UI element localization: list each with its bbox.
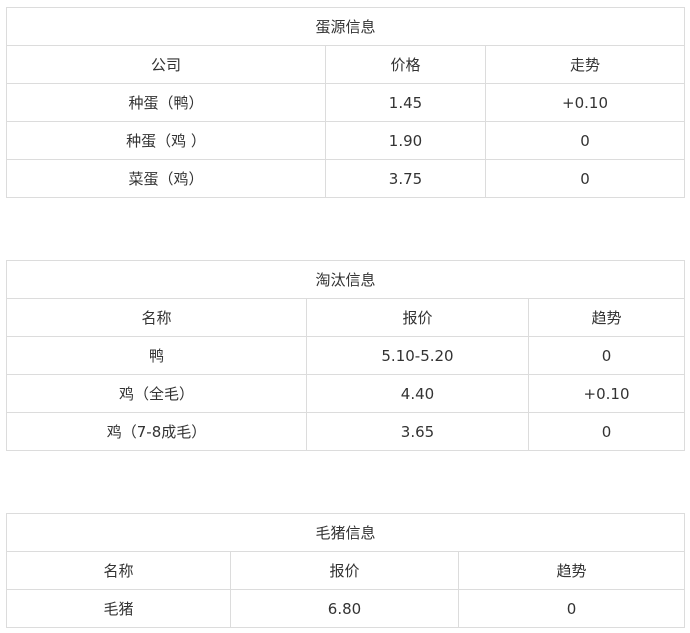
column-header: 走势 [484, 45, 686, 84]
cell-price: 5.10-5.20 [306, 336, 529, 375]
table-row: 毛猪 6.80 0 [6, 589, 686, 628]
cell-name: 毛猪 [6, 589, 231, 628]
egg-source-table: 蛋源信息 公司 价格 走势 种蛋（鸭） 1.45 +0.10 种蛋（鸡 ） 1.… [5, 7, 686, 198]
cell-price: 6.80 [230, 589, 459, 628]
column-header: 报价 [306, 298, 529, 337]
table-row: 种蛋（鸡 ） 1.90 0 [6, 121, 686, 160]
cell-trend: 0 [527, 336, 686, 375]
cell-price: 3.75 [325, 159, 486, 198]
column-header: 名称 [6, 298, 307, 337]
cell-trend: 0 [457, 589, 686, 628]
column-header: 公司 [6, 45, 326, 84]
cell-name: 菜蛋（鸡） [6, 159, 326, 198]
cell-name: 鸡（全毛） [6, 374, 307, 413]
culled-poultry-table: 淘汰信息 名称 报价 趋势 鸭 5.10-5.20 0 鸡（全毛） 4.40 +… [5, 260, 686, 451]
table-header-row: 名称 报价 趋势 [6, 551, 686, 590]
table-row: 种蛋（鸭） 1.45 +0.10 [6, 83, 686, 122]
table-header-row: 名称 报价 趋势 [6, 298, 686, 337]
cell-trend: +0.10 [484, 83, 686, 122]
cell-name: 种蛋（鸭） [6, 83, 326, 122]
column-header: 价格 [325, 45, 486, 84]
table-title: 蛋源信息 [5, 7, 686, 46]
cell-price: 1.45 [325, 83, 486, 122]
column-header: 趋势 [457, 551, 686, 590]
table-title: 毛猪信息 [5, 513, 686, 552]
cell-price: 4.40 [306, 374, 529, 413]
table-title: 淘汰信息 [5, 260, 686, 299]
table-row: 菜蛋（鸡） 3.75 0 [6, 159, 686, 198]
cell-price: 1.90 [325, 121, 486, 160]
cell-trend: 0 [484, 159, 686, 198]
cell-name: 种蛋（鸡 ） [6, 121, 326, 160]
cell-trend: 0 [484, 121, 686, 160]
hog-table: 毛猪信息 名称 报价 趋势 毛猪 6.80 0 [5, 513, 686, 628]
column-header: 名称 [6, 551, 231, 590]
cell-price: 3.65 [306, 412, 529, 451]
cell-name: 鸭 [6, 336, 307, 375]
column-header: 报价 [230, 551, 459, 590]
table-header-row: 公司 价格 走势 [6, 45, 686, 84]
column-header: 趋势 [527, 298, 686, 337]
table-row: 鸭 5.10-5.20 0 [6, 336, 686, 375]
table-row: 鸡（全毛） 4.40 +0.10 [6, 374, 686, 413]
cell-name: 鸡（7-8成毛） [6, 412, 307, 451]
table-row: 鸡（7-8成毛） 3.65 0 [6, 412, 686, 451]
cell-trend: 0 [527, 412, 686, 451]
cell-trend: +0.10 [527, 374, 686, 413]
